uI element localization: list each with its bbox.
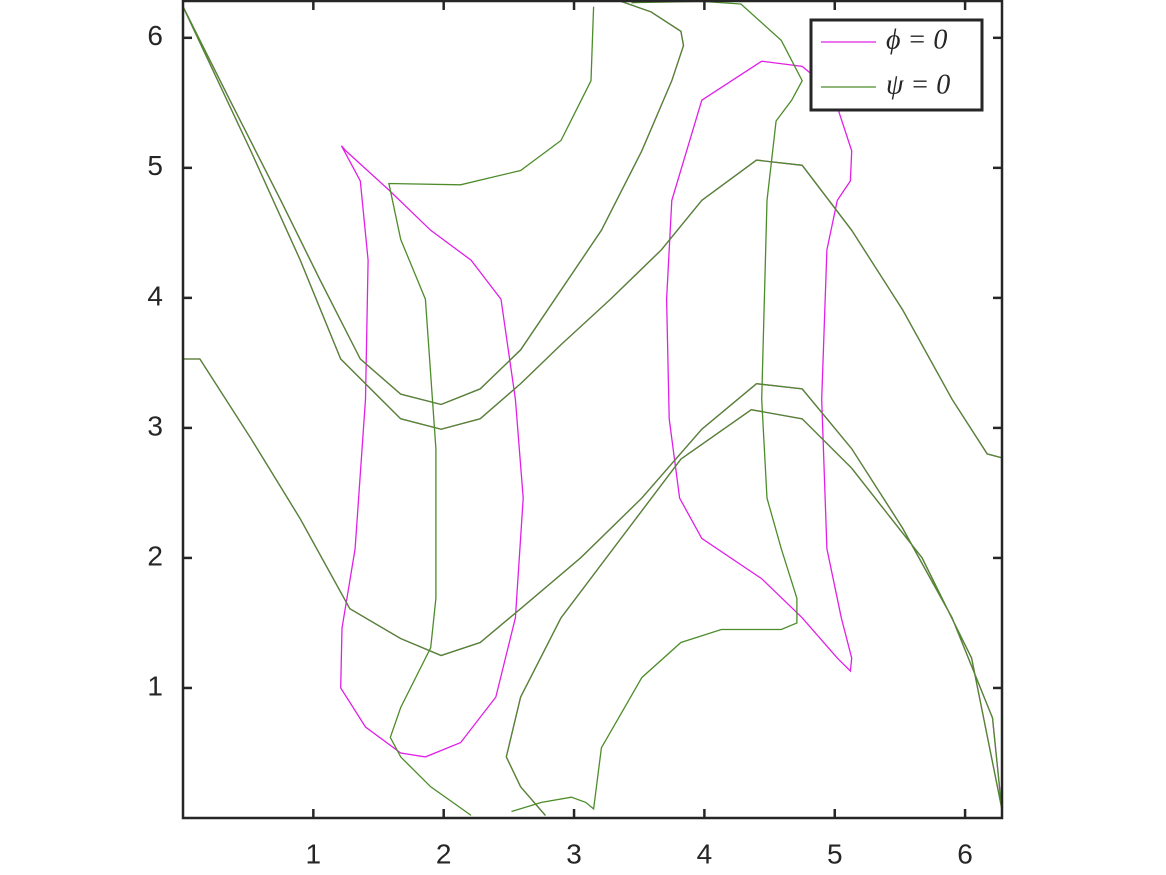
legend-label: ϕ = 0 bbox=[886, 24, 947, 55]
y-tick-label: 4 bbox=[147, 280, 163, 311]
x-tick-label: 2 bbox=[436, 838, 452, 869]
x-tick-label: 3 bbox=[566, 838, 582, 869]
y-tick-label: 5 bbox=[147, 150, 163, 181]
y-tick-label: 1 bbox=[147, 670, 163, 701]
axes-box bbox=[181, 0, 1004, 820]
x-tick-label: 4 bbox=[697, 838, 713, 869]
x-tick-label: 5 bbox=[827, 838, 843, 869]
y-tick-label: 2 bbox=[147, 540, 163, 571]
x-tick-label: 6 bbox=[957, 838, 973, 869]
y-tick-label: 6 bbox=[147, 20, 163, 51]
legend-box bbox=[809, 18, 984, 112]
x-tick-label: 1 bbox=[306, 838, 322, 869]
y-tick-label: 3 bbox=[147, 410, 163, 441]
curve bbox=[182, 0, 1003, 816]
legend: ϕ = 0 ψ = 0 bbox=[809, 18, 984, 112]
curve bbox=[182, 0, 1003, 816]
legend-label: ψ = 0 bbox=[886, 69, 950, 100]
